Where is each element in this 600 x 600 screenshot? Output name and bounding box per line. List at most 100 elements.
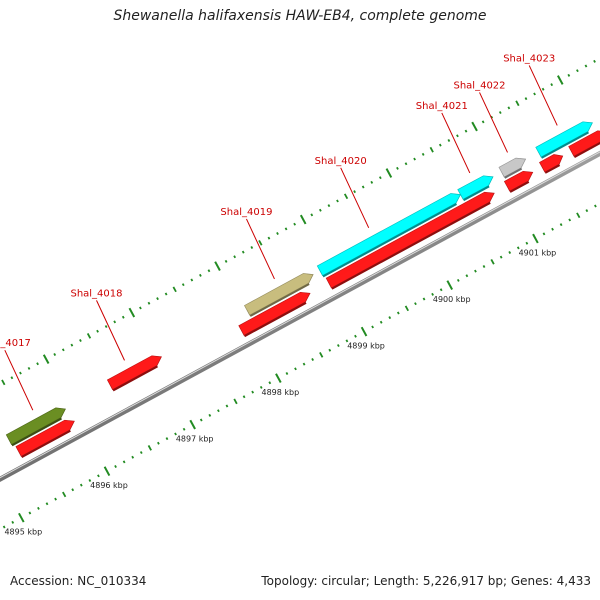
gene-feature (568, 130, 600, 157)
outer-tick-minor (524, 97, 528, 101)
gene-feature-highlight (244, 273, 308, 310)
gene-feature (15, 419, 75, 457)
kbp-label: 4897 kbp (176, 435, 214, 444)
inner-tick-major (18, 512, 25, 523)
inner-tick-minor (45, 502, 49, 506)
inner-tick-major (103, 466, 111, 477)
gene-leader-line (96, 300, 125, 361)
inner-tick-minor (157, 441, 160, 445)
inner-tick-minor (139, 451, 143, 455)
outer-tick-minor (293, 222, 297, 226)
genome-summary-label: Topology: circular; Length: 5,226,917 bp… (261, 574, 591, 588)
gene-leader-line (340, 167, 370, 229)
inner-tick-minor (508, 251, 512, 254)
outer-tick-minor (250, 245, 254, 249)
inner-tick-minor (414, 302, 417, 306)
outer-tick-major (557, 75, 564, 85)
gene-feature-highlight (568, 130, 600, 151)
gene-label: Shal_4023 (503, 53, 555, 64)
inner-tick-minor (259, 385, 263, 389)
inner-tick-minor (62, 491, 67, 498)
outer-tick-minor (567, 73, 571, 77)
outer-tick-minor (36, 362, 39, 366)
kbp-label: 4899 kbp (347, 342, 385, 351)
outer-tick-minor (584, 64, 588, 68)
outer-tick-major (385, 168, 393, 178)
outer-tick-minor (464, 129, 468, 133)
inner-tick-minor (456, 278, 460, 282)
outer-tick-minor (429, 146, 434, 153)
inner-tick-minor (404, 305, 409, 312)
gene-feature-shadow (544, 164, 561, 174)
gene-feature-shadow (541, 131, 589, 159)
gene-leader-line (479, 92, 508, 153)
inner-tick-minor (319, 352, 324, 358)
gene-leader-line (528, 65, 558, 126)
kbp-label: 4900 kbp (433, 295, 471, 304)
outer-tick-minor (104, 325, 108, 329)
inner-tick-minor (131, 455, 135, 459)
inner-tick-minor (465, 274, 469, 278)
outer-tick-major (471, 121, 478, 132)
inner-tick-minor (482, 264, 486, 268)
outer-tick-minor (533, 92, 536, 96)
inner-tick-minor (208, 413, 212, 417)
outer-tick-minor (139, 306, 142, 310)
gene-feature-shadow (331, 201, 491, 290)
gene-feature-shadow (21, 429, 71, 458)
gene-feature (238, 291, 311, 336)
gene-feature-highlight (539, 154, 558, 167)
inner-tick-minor (233, 398, 238, 405)
gene-leader-line (246, 218, 275, 280)
gene-feature-shadow (573, 142, 600, 158)
gene-label: Shal_4018 (70, 288, 122, 299)
outer-tick-minor (343, 193, 349, 200)
outer-tick-minor (147, 301, 151, 305)
gene-feature-highlight (6, 407, 61, 440)
inner-tick-minor (594, 204, 597, 208)
outer-tick-minor (378, 176, 382, 180)
inner-tick-minor (525, 241, 529, 245)
outer-tick-minor (207, 269, 211, 273)
outer-tick-minor (19, 371, 22, 375)
outer-tick-minor (413, 157, 416, 161)
inner-tick-minor (551, 227, 554, 231)
inner-tick-minor (379, 320, 383, 324)
inner-tick-minor (251, 390, 255, 394)
inner-tick-minor (28, 511, 32, 515)
outer-tick-minor (267, 236, 271, 240)
inner-tick-minor (165, 437, 169, 441)
outer-tick-minor (53, 352, 57, 356)
outer-tick-minor (1, 379, 6, 386)
gene-leader-line (441, 112, 471, 174)
outer-tick-minor (190, 278, 194, 282)
inner-tick-minor (37, 506, 40, 510)
outer-tick-minor (507, 106, 511, 110)
inner-tick-minor (388, 316, 392, 320)
outer-tick-major (128, 307, 136, 318)
gene-feature (535, 121, 593, 158)
outer-tick-minor (10, 376, 14, 380)
gene-feature-highlight (317, 193, 456, 271)
inner-tick-minor (122, 460, 126, 464)
inner-tick-minor (88, 478, 92, 482)
inner-tick-minor (371, 325, 374, 329)
gene-leader-line (4, 349, 34, 411)
inner-tick-minor (439, 288, 443, 292)
inner-tick-minor (302, 362, 306, 366)
outer-tick-minor (481, 120, 485, 124)
gene-feature-highlight (326, 192, 489, 283)
outer-tick-minor (156, 297, 159, 301)
kbp-label: 4901 kbp (519, 249, 557, 258)
outer-tick-minor (121, 315, 125, 319)
gene-feature-highlight (457, 175, 488, 194)
inner-tick-minor (499, 255, 503, 259)
outer-tick-minor (79, 339, 82, 342)
inner-tick-minor (225, 404, 229, 408)
gene-label: Shal_4017 (0, 338, 31, 349)
outer-tick-minor (27, 366, 31, 370)
backbone-highlight (0, 151, 600, 479)
inner-tick-minor (242, 395, 246, 399)
inner-tick-minor (174, 432, 177, 436)
